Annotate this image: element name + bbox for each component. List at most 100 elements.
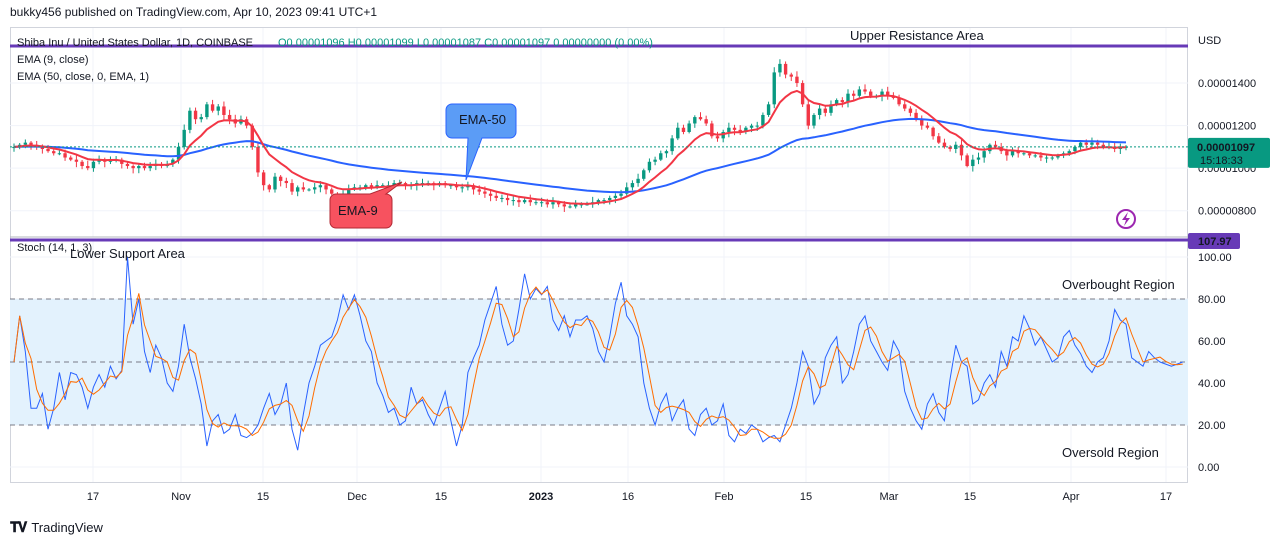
stoch-axis[interactable]: 100.00 80.00 60.00 40.00 20.00 0.00	[1198, 252, 1232, 474]
candle	[971, 159, 975, 167]
ema9-callout[interactable]: EMA-9	[329, 181, 403, 229]
time-tick-label: 17	[1160, 491, 1172, 503]
candle	[579, 204, 584, 206]
candle	[137, 166, 141, 169]
candle	[369, 185, 374, 188]
candle	[23, 142, 28, 145]
candle	[642, 170, 646, 179]
time-tick-label: Mar	[880, 491, 899, 503]
candle	[273, 176, 277, 190]
candle	[392, 183, 396, 186]
candle	[460, 187, 464, 189]
candle	[681, 127, 686, 132]
candle	[120, 159, 124, 164]
stoch-d-line	[13, 286, 1183, 439]
candle	[812, 114, 816, 126]
candle	[1090, 142, 1094, 145]
candle	[880, 91, 884, 96]
currency-label: USD	[1198, 35, 1221, 47]
candle	[210, 104, 215, 111]
candle	[948, 146, 952, 150]
candle	[568, 206, 572, 208]
candle	[942, 142, 947, 147]
candle	[477, 189, 481, 192]
candle	[551, 202, 555, 205]
stoch-last-value: 107.97	[1198, 236, 1232, 248]
candle	[602, 200, 606, 202]
stoch-tick-label: 100.00	[1198, 252, 1232, 264]
candle	[721, 131, 725, 139]
upper-resistance-label: Upper Resistance Area	[850, 28, 984, 43]
candle	[1095, 142, 1100, 145]
candle	[795, 76, 799, 84]
lightning-alert-icon[interactable]	[1116, 209, 1136, 229]
candle	[653, 159, 657, 162]
candle	[545, 202, 549, 205]
time-tick-label: 15	[964, 491, 976, 503]
candle	[307, 189, 311, 191]
footer-brand-label: TradingView	[31, 520, 103, 535]
candle	[182, 129, 186, 147]
candle	[982, 151, 986, 158]
candle	[267, 185, 271, 190]
candle	[698, 117, 703, 120]
lower-support-label: Lower Support Area	[70, 246, 186, 261]
candle	[1010, 151, 1015, 156]
candle	[834, 100, 839, 105]
candle	[324, 185, 328, 190]
candle	[817, 108, 822, 115]
time-tick-label: Nov	[171, 491, 191, 503]
price-tick-label: 0.00001400	[1198, 78, 1256, 90]
candle	[744, 127, 748, 132]
candle	[171, 159, 175, 164]
candle	[278, 176, 283, 181]
time-tick-label: 15	[800, 491, 812, 503]
candle	[347, 189, 351, 194]
candle	[505, 197, 510, 201]
candle	[199, 117, 203, 120]
candle	[131, 166, 135, 169]
candle	[284, 180, 289, 184]
candle	[1027, 153, 1032, 156]
stoch-tick-label: 80.00	[1198, 294, 1226, 306]
candle	[778, 63, 782, 73]
candle	[46, 149, 50, 152]
candle	[295, 187, 300, 192]
candle	[318, 185, 323, 188]
candle	[846, 93, 850, 103]
candle	[772, 72, 776, 105]
candle	[40, 146, 45, 150]
candle	[857, 89, 862, 96]
candle	[1016, 151, 1020, 154]
candle	[749, 125, 754, 128]
candle	[903, 104, 907, 109]
stoch-tick-label: 0.00	[1198, 462, 1219, 474]
time-tick-label: 15	[257, 491, 269, 503]
time-axis[interactable]: 17 Nov 15 Dec 15 2023 16 Feb 15 Mar 15 Apr 17	[87, 491, 1172, 503]
ema50-callout[interactable]: EMA-50	[445, 103, 517, 181]
candle	[573, 204, 578, 207]
stoch-k-line	[13, 256, 1183, 451]
candle	[925, 125, 930, 128]
candle	[1033, 155, 1037, 157]
candle	[851, 93, 856, 96]
candle	[886, 91, 890, 96]
candle	[1078, 142, 1083, 147]
legend-ohlc: O0.00001096 H0.00001099 L0.00001087 C0.0…	[278, 37, 653, 49]
candle	[517, 200, 521, 203]
ema50-line	[13, 117, 1127, 194]
candle	[676, 127, 680, 139]
candle	[823, 108, 827, 113]
time-tick-label: Dec	[347, 491, 367, 503]
candle	[91, 161, 96, 169]
candle	[1084, 142, 1088, 145]
candle	[959, 144, 964, 156]
candle	[738, 129, 742, 132]
candle	[471, 185, 476, 190]
candle	[766, 104, 771, 115]
candle	[840, 100, 845, 103]
footer-brand[interactable]: 𝐓𝐕 TradingView	[10, 519, 103, 536]
candle	[1073, 146, 1077, 152]
candle	[1101, 144, 1105, 147]
